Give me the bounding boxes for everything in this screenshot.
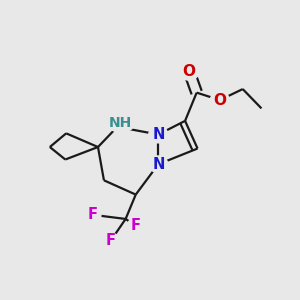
- Text: F: F: [106, 233, 116, 248]
- Ellipse shape: [84, 207, 101, 223]
- Text: N: N: [152, 157, 164, 172]
- Text: O: O: [183, 64, 196, 79]
- Ellipse shape: [210, 92, 230, 108]
- Ellipse shape: [149, 156, 168, 172]
- Ellipse shape: [149, 126, 168, 143]
- Text: N: N: [152, 127, 164, 142]
- Ellipse shape: [102, 233, 119, 248]
- Ellipse shape: [107, 114, 134, 132]
- Text: NH: NH: [109, 116, 133, 130]
- Text: O: O: [213, 93, 226, 108]
- Text: F: F: [131, 218, 141, 233]
- Text: F: F: [88, 207, 98, 222]
- Ellipse shape: [180, 64, 199, 80]
- Ellipse shape: [128, 218, 144, 233]
